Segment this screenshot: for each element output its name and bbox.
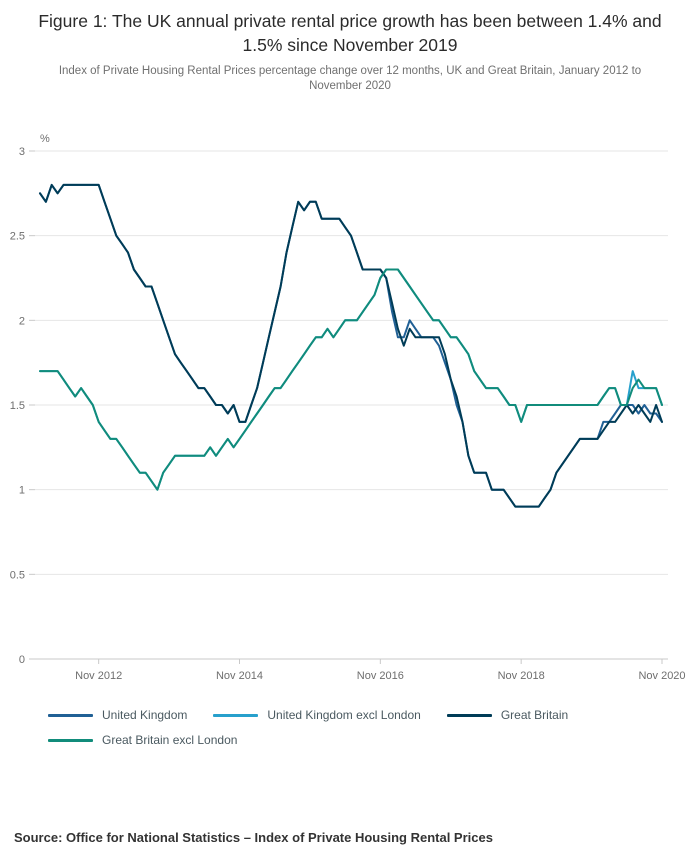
x-axis-label: Nov 2012 <box>75 670 122 682</box>
series-line-great-britain <box>39 184 663 508</box>
series-line-united-kingdom <box>39 184 663 508</box>
legend-label: Great Britain excl London <box>102 733 238 748</box>
y-axis-label: 0.5 <box>10 569 25 581</box>
series-line-great-britain-excl-london <box>39 268 663 491</box>
source-text: Source: Office for National Statistics –… <box>14 830 493 845</box>
legend-item-great-britain-excl-london[interactable]: Great Britain excl London <box>48 733 237 747</box>
legend-label: United Kingdom excl London <box>267 708 421 723</box>
legend-label: Great Britain <box>500 708 569 723</box>
chart-subtitle: Index of Private Housing Rental Prices p… <box>58 65 642 93</box>
y-axis-label: 0 <box>19 654 25 666</box>
rental-price-growth-line-chart: 0 0.5 1 1.5 2 2.5 3% Nov 2012 Nov 2014 Nov 2016 No… <box>10 133 686 682</box>
chart-legend: United Kingdom United Kingdom excl London… <box>48 708 668 747</box>
legend-swatch-united-kingdom-excl-london <box>213 713 259 717</box>
legend-swatch-united-kingdom <box>48 713 93 717</box>
x-axis-label: Nov 2016 <box>357 670 404 682</box>
y-axis-label: 2.5 <box>10 231 25 243</box>
legend-label: United Kingdom <box>102 708 188 723</box>
y-axis-label: 1 <box>19 485 25 497</box>
y-axis-label: 1.5 <box>10 400 25 412</box>
x-axis-label: Nov 2018 <box>498 670 545 682</box>
legend-swatch-great-britain <box>446 713 492 717</box>
y-axis-unit-label: % <box>40 133 50 145</box>
legend-item-united-kingdom-excl-london[interactable]: United Kingdom excl London <box>213 708 421 723</box>
legend-item-great-britain[interactable]: Great Britain <box>446 708 569 723</box>
y-axis-label: 2 <box>19 315 25 327</box>
y-axis-label: 3 <box>19 146 25 158</box>
chart-title: Figure 1: The UK annual private rental p… <box>38 11 662 55</box>
legend-item-united-kingdom[interactable]: United Kingdom <box>48 708 187 722</box>
legend-swatch-great-britain-excl-london <box>48 738 93 742</box>
x-axis-label: Nov 2014 <box>216 670 263 682</box>
x-axis-label: Nov 2020 <box>638 670 685 682</box>
